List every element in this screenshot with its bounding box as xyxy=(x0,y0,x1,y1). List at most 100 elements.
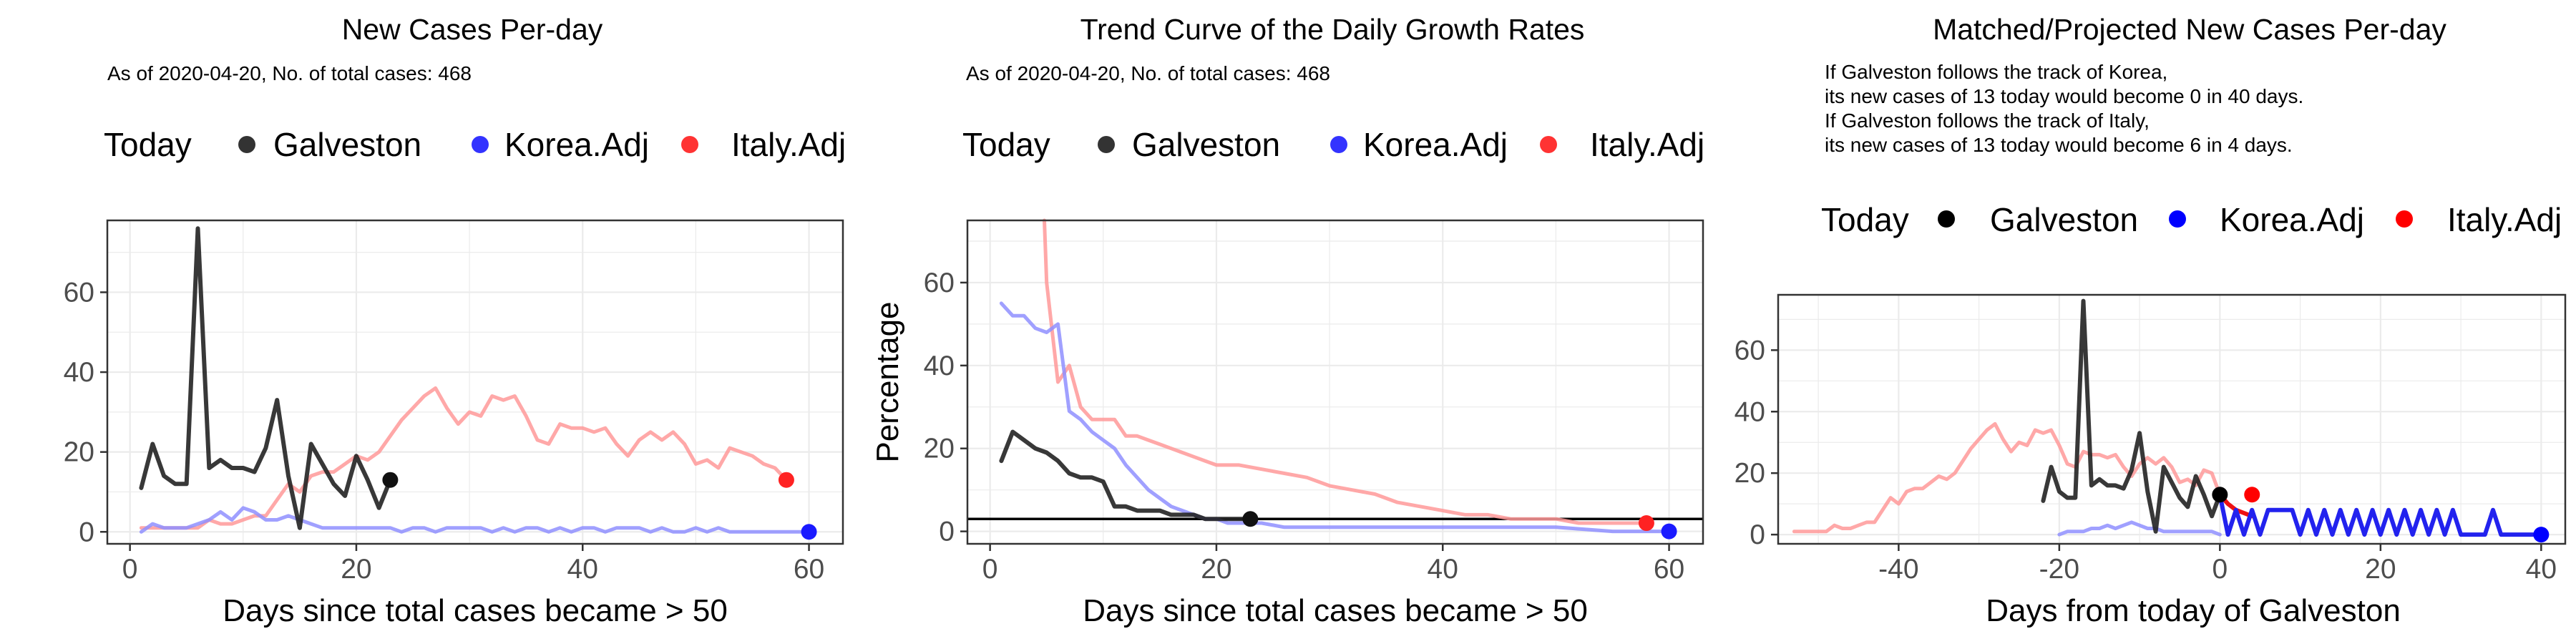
y-tick-label: 0 xyxy=(939,517,955,547)
panel2-legend-italy-key xyxy=(1540,136,1557,153)
panel3-plot-area xyxy=(1777,293,2567,545)
panel2-series xyxy=(999,218,1677,540)
panel-new-cases: New Cases Per-day As of 2020-04-20, No. … xyxy=(64,13,847,628)
y-tick-label: 60 xyxy=(1735,335,1765,366)
panel2-plot-background xyxy=(967,220,1703,544)
today-marker-korea-adj xyxy=(801,524,817,540)
series-line-korea-adj xyxy=(139,506,811,534)
series-line-galveston xyxy=(139,226,393,530)
panel1-title: New Cases Per-day xyxy=(342,13,603,46)
panel3-x-axis: -40 -20 0 20 40 xyxy=(1878,544,2557,585)
panel1-x-axis-title: Days since total cases became > 50 xyxy=(223,593,728,628)
series-line-italy-adj xyxy=(139,386,789,530)
panel1-y-axis: 0 20 40 60 xyxy=(64,277,107,547)
panel3-legend: Today Galveston Korea.Adj Italy.Adj xyxy=(1821,201,2562,238)
series-line-galveston xyxy=(999,429,1253,522)
y-tick-label: 40 xyxy=(64,357,94,388)
x-tick-label: 0 xyxy=(2212,554,2228,585)
x-tick-label: -20 xyxy=(2039,554,2079,585)
panel3-legend-title: Today xyxy=(1821,201,1909,238)
x-tick-label: 40 xyxy=(2526,554,2557,585)
panel2-subtitle: As of 2020-04-20, No. of total cases: 46… xyxy=(966,62,1330,84)
panel3-subtitle-line: its new cases of 13 today would become 0… xyxy=(1825,85,2303,107)
today-marker-italy-adj xyxy=(778,472,794,488)
y-tick-label: 20 xyxy=(924,434,955,464)
panel3-series xyxy=(1792,298,2550,543)
series-line-korea-adj xyxy=(2057,520,2222,537)
x-tick-label: 60 xyxy=(794,554,824,585)
panel1-series xyxy=(139,226,817,540)
panel1-legend-italy: Italy.Adj xyxy=(731,126,846,163)
panel3-legend-galveston-key xyxy=(1938,210,1955,228)
x-tick-label: 40 xyxy=(1428,554,1458,585)
panel3-title: Matched/Projected New Cases Per-day xyxy=(1933,13,2446,46)
x-tick-label: 20 xyxy=(341,554,371,585)
series-line-korea-adj xyxy=(999,301,1672,534)
y-tick-label: 60 xyxy=(64,277,94,308)
panel-matched-projected: Matched/Projected New Cases Per-day If G… xyxy=(1735,13,2567,628)
panel2-legend-korea: Korea.Adj xyxy=(1363,126,1508,163)
panel2-plot-border xyxy=(966,219,1704,545)
panel1-x-axis: 0 20 40 60 xyxy=(122,544,824,585)
panel1-subtitle: As of 2020-04-20, No. of total cases: 46… xyxy=(107,62,472,84)
panel2-legend-title: Today xyxy=(962,126,1050,163)
panel3-gridlines xyxy=(1778,295,2565,544)
x-tick-label: 20 xyxy=(2365,554,2396,585)
panel2-legend-galveston: Galveston xyxy=(1132,126,1280,163)
panel1-legend-italy-key xyxy=(681,136,698,153)
panel1-legend-korea-key xyxy=(472,136,489,153)
panel3-x-axis-title: Days from today of Galveston xyxy=(1986,593,2401,628)
panel3-plot-border xyxy=(1777,293,2567,545)
series-line-galveston xyxy=(2041,298,2223,534)
panel3-subtitle-line: If Galveston follows the track of Italy, xyxy=(1825,109,2150,132)
series-line-italy-adj xyxy=(1792,421,2222,534)
panel1-gridlines xyxy=(107,220,843,544)
x-tick-label: 0 xyxy=(982,554,998,585)
today-marker-galveston xyxy=(2212,487,2228,503)
today-marker-galveston xyxy=(382,472,399,488)
panel1-legend-galveston: Galveston xyxy=(273,126,421,163)
panel2-x-axis: 0 20 40 60 xyxy=(982,544,1684,585)
panel3-y-axis: 0 20 40 60 xyxy=(1735,335,1778,550)
x-tick-label: -40 xyxy=(1878,554,1918,585)
panel3-legend-korea: Korea.Adj xyxy=(2220,201,2364,238)
y-tick-label: 20 xyxy=(64,437,94,468)
panel3-plot-background xyxy=(1778,295,2565,544)
panel2-plot-area xyxy=(966,218,1704,545)
panel2-legend-korea-key xyxy=(1330,136,1347,153)
today-marker-korea-adj xyxy=(2533,527,2550,543)
panel2-y-axis: 0 20 40 60 xyxy=(924,268,967,547)
y-tick-label: 40 xyxy=(1735,396,1765,427)
panel3-legend-korea-key xyxy=(2169,210,2186,228)
panel1-plot-area xyxy=(106,219,844,545)
panel2-y-axis-title: Percentage xyxy=(870,301,905,462)
x-tick-label: 0 xyxy=(122,554,138,585)
today-marker-italy-adj xyxy=(2244,487,2260,503)
panel2-gridlines xyxy=(967,220,1703,544)
y-tick-label: 60 xyxy=(924,268,955,298)
panel3-legend-italy: Italy.Adj xyxy=(2447,201,2562,238)
panel1-legend-galveston-key xyxy=(238,136,255,153)
today-marker-galveston xyxy=(1242,511,1259,527)
panel2-legend-italy: Italy.Adj xyxy=(1590,126,1704,163)
panel1-legend: Today Galveston Korea.Adj Italy.Adj xyxy=(104,126,846,163)
y-tick-label: 0 xyxy=(79,517,94,547)
series-line-italy-adj xyxy=(1043,218,1649,525)
today-marker-korea-adj xyxy=(1661,523,1677,540)
panel2-title: Trend Curve of the Daily Growth Rates xyxy=(1080,13,1585,46)
panel3-legend-galveston: Galveston xyxy=(1990,201,2138,238)
panel1-plot-border xyxy=(106,219,844,545)
today-marker-italy-adj xyxy=(1638,515,1654,532)
x-tick-label: 20 xyxy=(1201,554,1231,585)
panel2-x-axis-title: Days since total cases became > 50 xyxy=(1083,593,1588,628)
panel1-legend-korea: Korea.Adj xyxy=(504,126,649,163)
panel1-plot-background xyxy=(107,220,843,544)
panel3-subtitle: If Galveston follows the track of Korea,… xyxy=(1825,61,2303,156)
panel3-subtitle-line: If Galveston follows the track of Korea, xyxy=(1825,61,2167,83)
panel3-subtitle-line: its new cases of 13 today would become 6… xyxy=(1825,134,2293,156)
panel-growth-rates: Trend Curve of the Daily Growth Rates As… xyxy=(870,13,1704,628)
panel2-legend-galveston-key xyxy=(1098,136,1115,153)
panel1-legend-title: Today xyxy=(104,126,192,163)
y-tick-label: 20 xyxy=(1735,458,1765,489)
